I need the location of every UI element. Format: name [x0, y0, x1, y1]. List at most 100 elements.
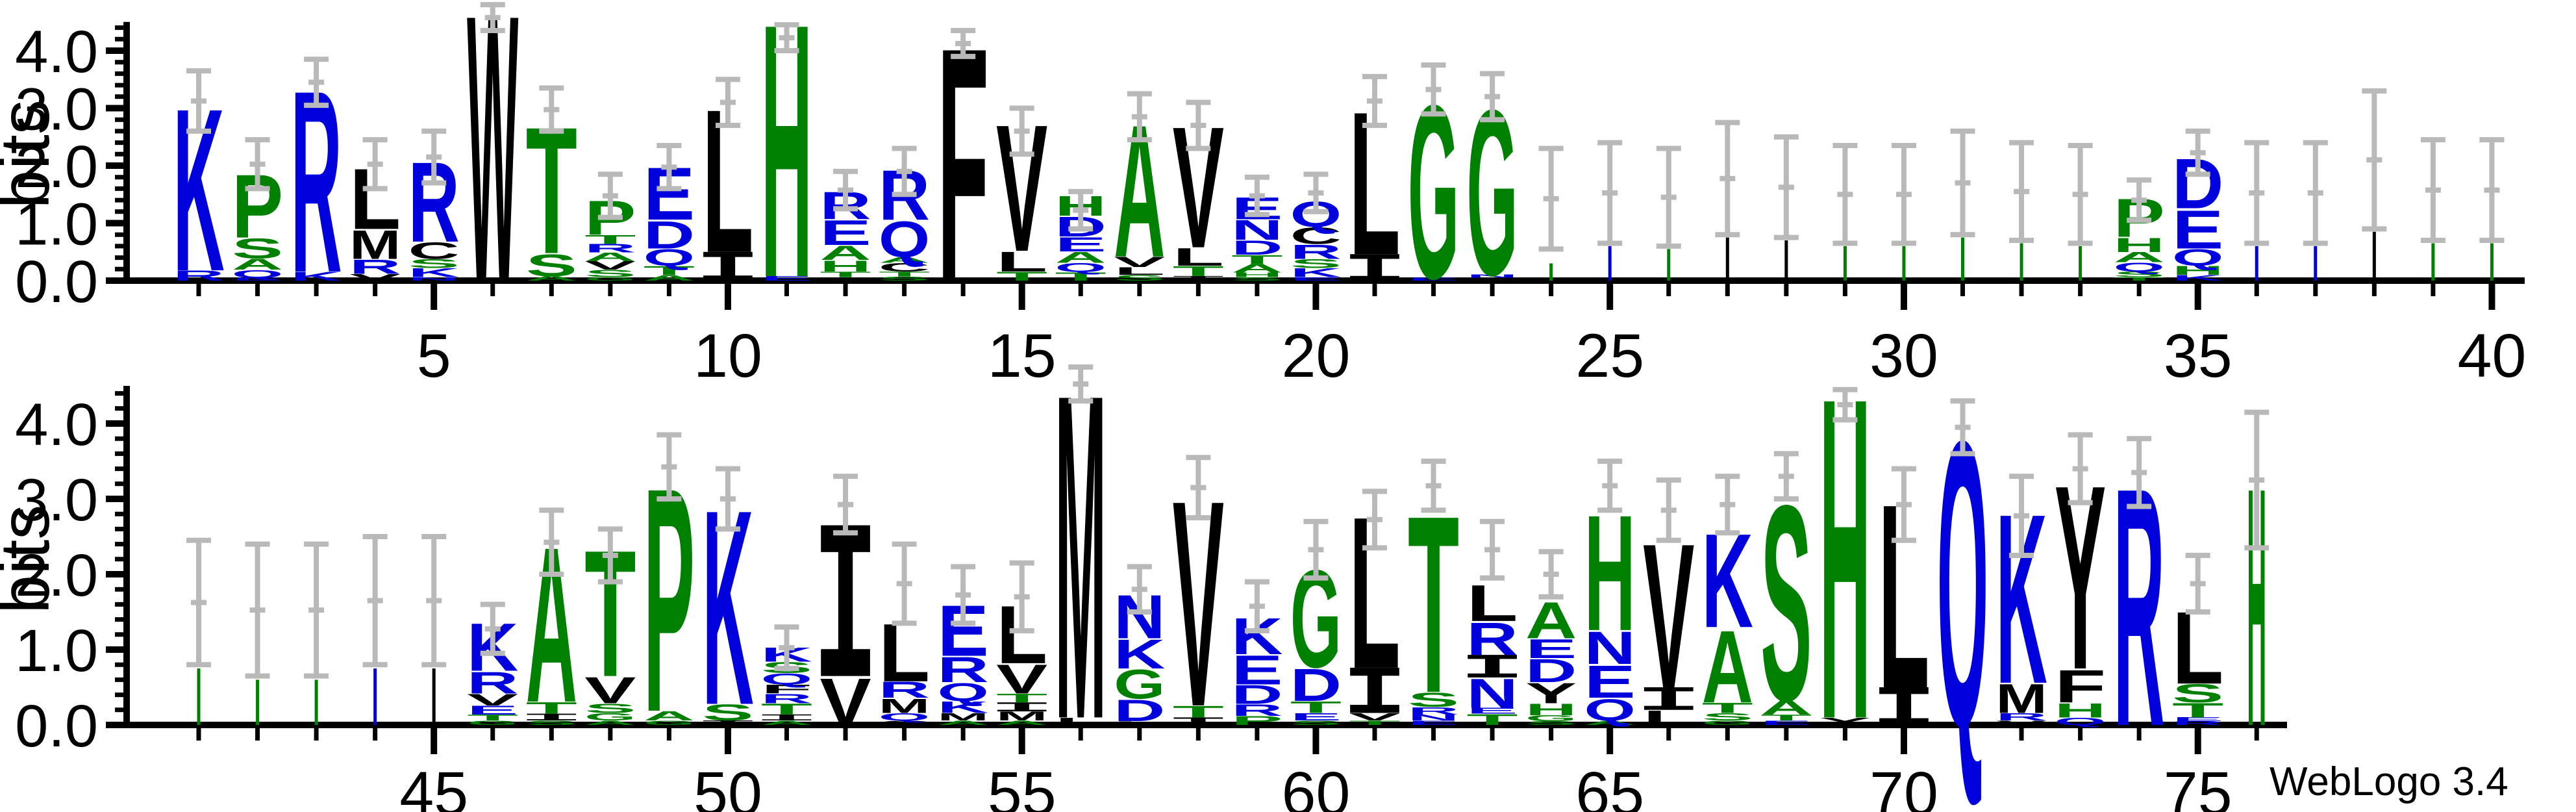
svg-text:1.0: 1.0: [15, 192, 98, 258]
logo-stack-28: [1784, 240, 1788, 281]
logo-stack-18: TLV: [1173, 91, 1224, 284]
error-bar-3: [304, 57, 329, 108]
svg-text:S: S: [1408, 688, 1459, 711]
svg-text:S: S: [584, 701, 636, 716]
svg-text:R: R: [1231, 702, 1282, 720]
svg-text:A: A: [584, 719, 636, 726]
svg-text:S: S: [2114, 270, 2165, 279]
svg-text:Q: Q: [232, 268, 283, 281]
error-bar-16: [1068, 188, 1094, 232]
svg-text:25: 25: [1575, 322, 1644, 390]
error-bar-44: [362, 534, 388, 668]
svg-text:V: V: [1995, 719, 2047, 726]
svg-text:A: A: [1525, 592, 1577, 650]
svg-text:H: H: [761, 0, 812, 353]
svg-text:K: K: [291, 270, 342, 283]
error-bar-10: [715, 77, 740, 129]
error-bar-47: [539, 507, 564, 577]
svg-text:D: D: [1114, 693, 1165, 728]
logo-stack-52: V: [819, 525, 871, 740]
svg-text:A: A: [761, 719, 812, 726]
attribution-text: WebLogo 3.4: [2270, 759, 2508, 804]
svg-text:0.0: 0.0: [15, 249, 98, 315]
svg-text:Q: Q: [761, 670, 812, 687]
logo-stack-34: TSQAHP: [2114, 188, 2165, 281]
svg-text:M: M: [938, 711, 989, 723]
svg-text:R: R: [1290, 240, 1342, 264]
svg-text:D: D: [1290, 659, 1342, 711]
svg-text:H: H: [2172, 264, 2223, 277]
svg-text:K: K: [938, 698, 989, 717]
svg-text:S: S: [526, 719, 577, 726]
svg-text:E: E: [1467, 706, 1518, 715]
svg-text:L: L: [1173, 244, 1224, 272]
error-bar-58: [1186, 455, 1211, 520]
svg-text:T: T: [1173, 263, 1224, 279]
svg-text:T: T: [526, 699, 578, 717]
svg-text:Y: Y: [1525, 677, 1577, 709]
svg-text:10: 10: [694, 322, 762, 390]
error-bar-59: [1244, 579, 1269, 633]
logo-stack-11: EH: [761, 0, 812, 353]
svg-text:T: T: [1290, 698, 1342, 717]
svg-text:T: T: [996, 270, 1047, 283]
error-bar-62: [1421, 459, 1446, 513]
svg-text:D: D: [1231, 236, 1282, 259]
error-bar-15: [1009, 105, 1034, 157]
svg-text:E: E: [1408, 719, 1459, 726]
error-bar-74: [2127, 436, 2152, 509]
error-bar-56: [1068, 364, 1094, 404]
svg-text:S: S: [1231, 276, 1282, 281]
logo-stack-41: [197, 668, 201, 725]
svg-text:E: E: [467, 704, 518, 717]
svg-text:R: R: [879, 678, 930, 703]
error-bar-53: [892, 541, 917, 626]
svg-text:65: 65: [1575, 759, 1644, 812]
error-bar-45: [421, 534, 447, 668]
svg-text:E: E: [1055, 233, 1107, 256]
error-bar-72: [2009, 474, 2034, 558]
svg-text:R: R: [761, 691, 812, 706]
error-bar-43: [304, 541, 329, 679]
error-bar-9: [657, 143, 682, 192]
svg-text:E: E: [2172, 717, 2223, 722]
svg-text:A: A: [1760, 696, 1812, 719]
svg-text:T: T: [879, 270, 930, 278]
error-bar-29: [1832, 143, 1858, 246]
logo-stack-38: [2372, 231, 2376, 281]
svg-text:N: N: [1408, 713, 1459, 722]
svg-text:E: E: [761, 275, 812, 282]
svg-text:A: A: [1584, 719, 1636, 726]
svg-text:Q: Q: [644, 244, 695, 271]
error-bar-40: [2479, 137, 2505, 244]
svg-text:E: E: [1408, 277, 1459, 282]
svg-text:A: A: [819, 241, 871, 264]
svg-text:K: K: [1290, 266, 1342, 280]
svg-text:S: S: [232, 233, 283, 264]
svg-text:T: T: [2172, 698, 2223, 722]
svg-text:E: E: [1231, 648, 1282, 694]
svg-text:G: G: [644, 719, 695, 726]
svg-text:E: E: [1290, 276, 1342, 281]
svg-text:A: A: [1055, 249, 1107, 266]
y-axis-label: bits: [0, 505, 64, 614]
logo-stack-45: [432, 668, 436, 725]
error-bar-28: [1773, 134, 1799, 240]
svg-text:G: G: [1114, 662, 1165, 708]
svg-text:M: M: [1995, 676, 2047, 722]
error-bar-24: [1538, 146, 1564, 252]
svg-text:K: K: [408, 266, 460, 280]
logo-stack-33: [2079, 246, 2082, 281]
